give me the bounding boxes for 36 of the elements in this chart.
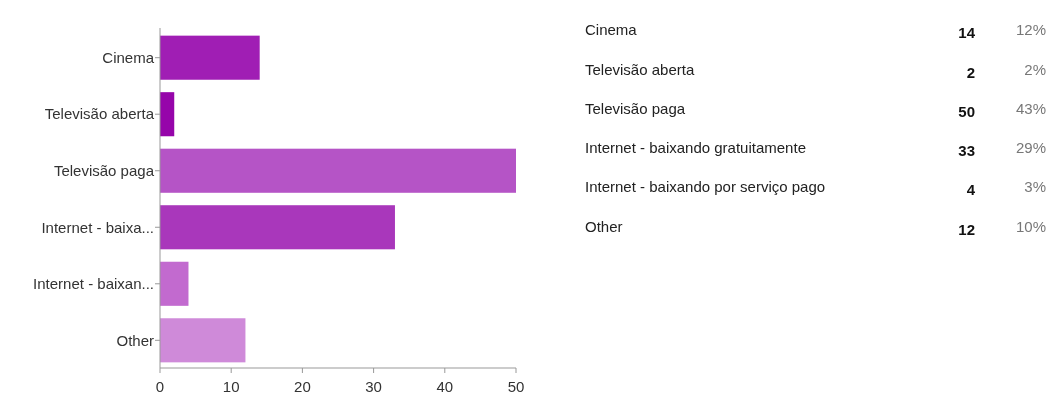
y-tick-label: Internet - baixan... (33, 275, 154, 293)
bar (160, 205, 395, 250)
x-tick-label: 20 (294, 378, 311, 395)
category-label: Internet - baixando por serviço pago (585, 178, 826, 196)
text: 2 (966, 63, 975, 81)
y-tick-label: Televisão aberta (44, 105, 155, 123)
text: 33 (958, 142, 975, 160)
y-tick-label: Cinema (102, 48, 155, 66)
x-tick-label: 30 (365, 378, 382, 395)
x-tick-label: 40 (436, 378, 454, 395)
bar (160, 35, 260, 80)
category-label: Cinema (585, 21, 638, 39)
text: 50 (958, 102, 975, 120)
text: 14 (958, 24, 976, 42)
data-label: 2% (1024, 60, 1046, 78)
bar (160, 261, 189, 306)
bar (160, 318, 246, 363)
data-label: 29% (1015, 139, 1046, 157)
category-label: Other (585, 217, 623, 235)
data-label: 12% (1015, 21, 1046, 39)
y-tick-label: Other (116, 331, 154, 349)
category-label: Internet - baixando gratuitamente (585, 139, 806, 157)
x-tick-label: 10 (222, 378, 240, 395)
data-label: 10% (1015, 217, 1046, 235)
category-label: Televisão aberta (585, 60, 695, 78)
x-tick-label: 50 (507, 378, 525, 395)
data-label: 3% (1024, 178, 1046, 196)
x-tick-label: 0 (155, 378, 165, 395)
bar (160, 148, 516, 193)
y-tick-label: Televisão paga (53, 161, 155, 179)
bar (160, 92, 175, 137)
category-label: Televisão paga (585, 99, 686, 117)
y-tick-label: Internet - baixa... (41, 218, 154, 236)
text: 12 (958, 220, 975, 238)
text: 4 (966, 181, 976, 199)
data-label: 43% (1015, 99, 1046, 117)
